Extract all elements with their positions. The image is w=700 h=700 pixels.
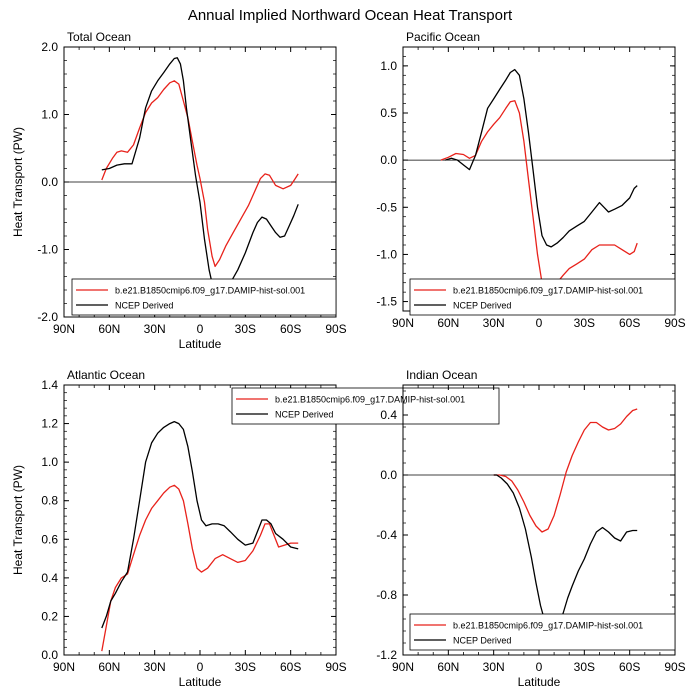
x-tick-label: 90S [325,322,346,336]
panel-4: Indian Ocean 90N 60N 30N 0 30S 60S 90S 0.4 0.0 -0.… [376,368,685,689]
x-tick-label: 90N [53,660,75,674]
y-tick-label: -1.0 [37,243,58,257]
series-line-ncep [445,68,638,248]
x-tick-label: 30N [483,660,505,674]
legend: b.e21.B1850cmip6.f09_g17.DAMIP-hist-sol.… [409,278,676,316]
x-tick-label: 60N [98,660,120,674]
y-tick-label: -1.5 [376,295,397,309]
y-tick-label: 1.0 [41,108,58,122]
legend-label: b.e21.B1850cmip6.f09_g17.DAMIP-hist-sol.… [115,286,305,296]
y-tick-label: 0.4 [380,408,397,422]
y-tick-label: -1.2 [376,648,397,662]
y-tick-label: 0.2 [41,609,58,623]
x-tick-label: 60N [98,322,120,336]
panel-title: Pacific Ocean [406,30,480,44]
x-tick-label: 30S [574,316,595,330]
panel-2: Pacific Ocean 90N 60N 30N 0 30S 60S 90S 1.0 0.5 0.… [376,30,685,330]
x-tick-label: 90N [392,316,414,330]
x-tick-label: 60N [437,660,459,674]
legend: b.e21.B1850cmip6.f09_g17.DAMIP-hist-sol.… [409,613,676,651]
x-tick-label: 60S [619,316,640,330]
x-tick-label: 0 [536,316,543,330]
series-line-ncep [101,57,299,295]
legend-label: b.e21.B1850cmip6.f09_g17.DAMIP-hist-sol.… [453,621,643,631]
series-line-ncep [101,420,299,629]
y-tick-label: 0.0 [380,468,397,482]
y-tick-label: 0.0 [380,153,397,167]
legend-box [231,387,500,425]
plot-frame [63,384,337,656]
x-tick-label: 90N [53,322,75,336]
panel-3: Atlantic Ocean 90N 60N 30N 0 30S 60S 90S 1.4 1.2 1… [11,368,500,689]
legend: b.e21.B1850cmip6.f09_g17.DAMIP-hist-sol.… [71,278,337,316]
figure-title: Annual Implied Northward Ocean Heat Tran… [188,7,513,24]
legend-label: b.e21.B1850cmip6.f09_g17.DAMIP-hist-sol.… [275,395,465,405]
y-axis-label: Heat Transport (PW) [11,127,25,237]
series-line-model [493,408,638,533]
legend-label: NCEP Derived [115,301,173,311]
y-tick-label: 0.0 [41,648,58,662]
x-tick-label: 30N [144,322,166,336]
series-line-model [440,100,638,291]
series-line-model [101,80,299,268]
panel-title: Atlantic Ocean [67,368,145,382]
series-line-ncep [493,474,638,634]
x-tick-label: 60S [280,660,301,674]
series-line-model [101,484,299,652]
y-tick-label: 2.0 [41,40,58,54]
plot-frame [402,46,676,312]
x-tick-label: 30N [483,316,505,330]
legend: b.e21.B1850cmip6.f09_g17.DAMIP-hist-sol.… [231,387,500,425]
x-tick-label: 0 [536,660,543,674]
y-tick-label: 0.0 [41,175,58,189]
y-tick-label: 0.5 [380,106,397,120]
x-tick-label: 90N [392,660,414,674]
x-tick-label: 30S [235,322,256,336]
y-tick-label: 1.4 [41,378,58,392]
x-tick-label: 90S [664,316,685,330]
x-tick-label: 30S [574,660,595,674]
x-tick-label: 0 [197,322,204,336]
y-tick-label: 1.0 [41,455,58,469]
y-tick-label: -2.0 [37,310,58,324]
y-tick-label: 0.6 [41,532,58,546]
x-tick-label: 0 [197,660,204,674]
legend-label: NCEP Derived [453,636,511,646]
y-tick-label: -1.0 [376,247,397,261]
panel-1: Total Ocean 90N 60N 30N 0 30S 60S 90S 2.0 1.0 0.0 -… [11,30,347,351]
y-axis-label: Heat Transport (PW) [11,465,25,575]
y-tick-label: -0.4 [376,528,397,542]
legend-box [71,278,337,316]
y-tick-label: -0.8 [376,588,397,602]
y-tick-label: 0.8 [41,494,58,508]
legend-label: NCEP Derived [275,410,333,420]
x-axis-label: Latitude [518,675,561,689]
x-tick-label: 60N [437,316,459,330]
x-tick-label: 90S [664,660,685,674]
y-tick-label: 1.2 [41,417,58,431]
y-tick-label: -0.5 [376,200,397,214]
x-tick-label: 60S [280,322,301,336]
y-tick-label: 0.4 [41,571,58,585]
legend-label: NCEP Derived [453,301,511,311]
legend-box [409,613,676,651]
x-tick-label: 30N [144,660,166,674]
legend-label: b.e21.B1850cmip6.f09_g17.DAMIP-hist-sol.… [453,286,643,296]
x-axis-label: Latitude [179,675,222,689]
x-axis-label: Latitude [179,337,222,351]
x-tick-label: 90S [325,660,346,674]
panel-title: Indian Ocean [406,368,477,382]
legend-box [409,278,676,316]
x-tick-label: 60S [619,660,640,674]
panel-title: Total Ocean [67,30,131,44]
y-tick-label: 1.0 [380,59,397,73]
x-tick-label: 30S [235,660,256,674]
